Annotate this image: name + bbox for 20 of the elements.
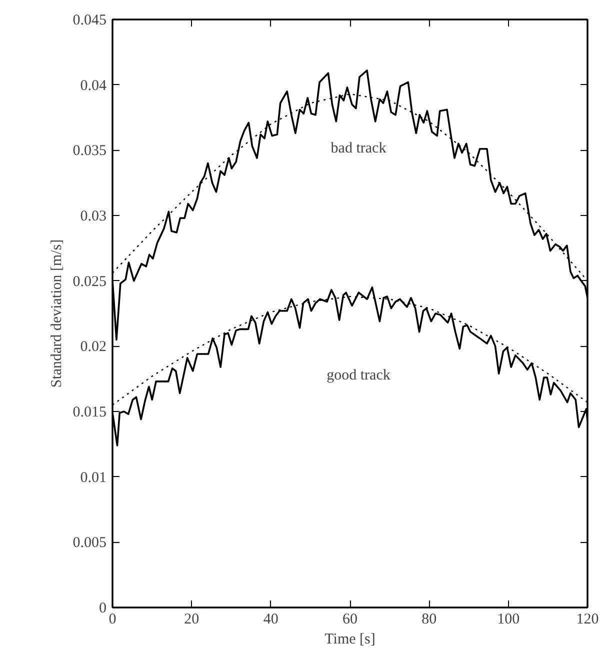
annotation: bad track [330, 140, 387, 156]
y-tick-label: 0.035 [72, 143, 106, 160]
y-tick-label: 0.02 [80, 339, 106, 356]
y-tick-label: 0 [99, 600, 106, 616]
y-tick-label: 0.015 [72, 404, 106, 420]
x-tick-label: 20 [184, 612, 200, 628]
y-tick-label: 0.03 [80, 208, 106, 224]
y-tick-label: 0.04 [80, 78, 107, 94]
y-tick-label: 0.045 [72, 12, 106, 28]
y-tick-label: 0.025 [72, 274, 106, 290]
x-tick-label: 60 [342, 612, 358, 628]
annotation: good track [326, 368, 391, 384]
x-tick-label: 120 [576, 612, 599, 628]
y-tick-label: 0.005 [72, 535, 106, 552]
x-tick-label: 100 [497, 612, 520, 628]
y-tick-label: 0.01 [80, 470, 106, 486]
x-axis-title: Time [s] [324, 632, 376, 648]
y-axis-title: Standard deviation [m/s] [48, 239, 65, 388]
x-tick-label: 80 [422, 612, 437, 628]
x-tick-label: 40 [263, 612, 278, 628]
